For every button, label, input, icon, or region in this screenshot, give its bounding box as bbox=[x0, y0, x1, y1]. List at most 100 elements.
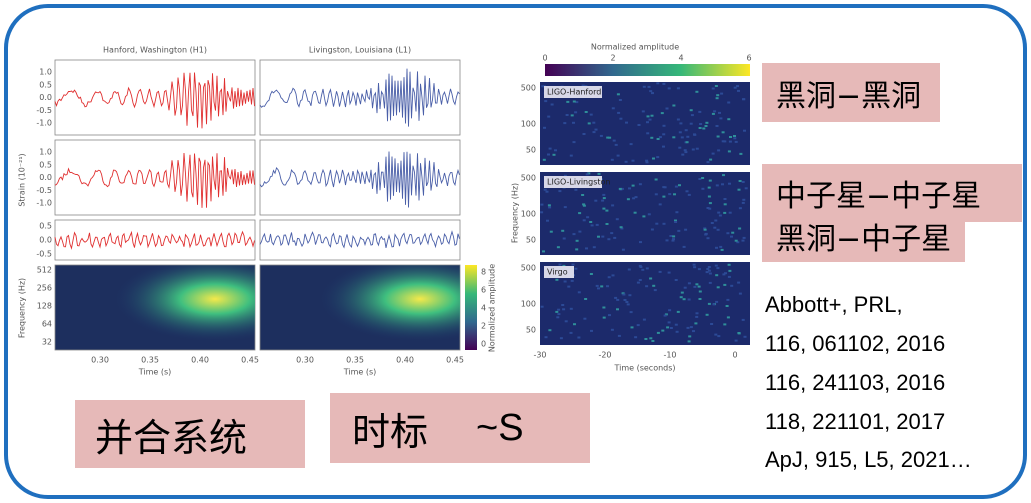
noise bbox=[624, 299, 627, 301]
noise bbox=[632, 185, 635, 187]
noise bbox=[677, 230, 680, 232]
noise bbox=[593, 246, 596, 248]
y-tick-label: 512 bbox=[37, 266, 52, 275]
noise bbox=[673, 193, 676, 195]
y-tick-label: -0.5 bbox=[36, 250, 52, 259]
noise bbox=[710, 323, 713, 325]
noise bbox=[655, 179, 658, 181]
noise bbox=[672, 136, 675, 138]
x-tick-label: -20 bbox=[598, 351, 611, 360]
noise bbox=[707, 237, 710, 239]
noise bbox=[742, 199, 745, 201]
colorbar-tick-label: 8 bbox=[481, 268, 486, 277]
noise bbox=[719, 246, 722, 248]
noise bbox=[709, 273, 712, 275]
noise bbox=[709, 282, 712, 284]
noise bbox=[717, 335, 720, 337]
noise bbox=[684, 229, 687, 231]
noise bbox=[695, 316, 698, 318]
noise bbox=[692, 149, 695, 151]
x-tick-label: 0.30 bbox=[91, 356, 109, 365]
panel-label: LIGO-Livingston bbox=[547, 178, 610, 187]
noise bbox=[712, 153, 715, 155]
noise bbox=[637, 282, 640, 284]
noise bbox=[681, 154, 684, 156]
noise bbox=[724, 203, 727, 205]
noise bbox=[646, 132, 649, 134]
noise bbox=[588, 122, 591, 124]
y-tick-label: 128 bbox=[37, 302, 52, 311]
noise bbox=[677, 87, 680, 89]
noise bbox=[679, 122, 682, 124]
noise bbox=[695, 283, 698, 285]
noise bbox=[556, 316, 559, 318]
noise bbox=[591, 224, 594, 226]
noise bbox=[688, 282, 691, 284]
noise bbox=[684, 151, 687, 153]
noise bbox=[657, 138, 660, 140]
noise bbox=[584, 298, 587, 300]
noise bbox=[690, 109, 693, 111]
colorbar-tick-label: 0 bbox=[542, 54, 547, 63]
noise bbox=[698, 286, 701, 288]
noise bbox=[662, 133, 665, 135]
noise bbox=[707, 207, 710, 209]
y-tick-label: -0.5 bbox=[36, 186, 52, 195]
label-box: 并合系统 bbox=[75, 400, 305, 468]
noise bbox=[571, 114, 574, 116]
noise bbox=[548, 204, 551, 206]
noise bbox=[742, 98, 745, 100]
noise bbox=[654, 289, 657, 291]
noise bbox=[639, 241, 642, 243]
noise bbox=[727, 316, 730, 318]
chirp bbox=[260, 265, 460, 350]
noise bbox=[735, 240, 738, 242]
noise bbox=[727, 102, 730, 104]
noise bbox=[649, 278, 652, 280]
noise bbox=[642, 215, 645, 217]
noise bbox=[742, 202, 745, 204]
axis-label: Frequency (Hz) bbox=[18, 278, 27, 338]
noise bbox=[726, 232, 729, 234]
noise bbox=[728, 270, 731, 272]
noise bbox=[543, 127, 546, 129]
noise bbox=[661, 330, 664, 332]
noise bbox=[733, 137, 736, 139]
noise bbox=[648, 213, 651, 215]
noise bbox=[617, 93, 620, 95]
noise bbox=[668, 321, 671, 323]
noise bbox=[717, 136, 720, 138]
noise bbox=[737, 332, 740, 334]
noise bbox=[647, 115, 650, 117]
noise bbox=[670, 327, 673, 329]
axis-label: Time (s) bbox=[343, 368, 377, 377]
noise bbox=[574, 111, 577, 113]
noise bbox=[597, 236, 600, 238]
noise bbox=[573, 323, 576, 325]
panel-label: Virgo bbox=[547, 268, 568, 277]
y-tick-label: -0.5 bbox=[36, 106, 52, 115]
axis-label: Normalized amplitude bbox=[488, 264, 497, 352]
noise bbox=[675, 186, 678, 188]
noise bbox=[585, 247, 588, 249]
noise bbox=[729, 212, 732, 214]
noise bbox=[721, 249, 724, 251]
noise bbox=[643, 319, 646, 321]
noise bbox=[706, 314, 709, 316]
noise bbox=[694, 322, 697, 324]
noise bbox=[728, 183, 731, 185]
noise bbox=[677, 311, 680, 313]
noise bbox=[571, 280, 574, 282]
noise bbox=[712, 88, 715, 90]
y-tick-label: 0.0 bbox=[39, 93, 52, 102]
y-tick-label: -1.0 bbox=[36, 199, 52, 208]
axis-label: Time (seconds) bbox=[613, 364, 675, 373]
noise bbox=[719, 117, 722, 119]
noise bbox=[675, 324, 678, 326]
noise bbox=[686, 136, 689, 138]
noise bbox=[716, 267, 719, 269]
noise bbox=[698, 178, 701, 180]
y-tick-label: 32 bbox=[42, 338, 52, 347]
noise bbox=[628, 187, 631, 189]
noise bbox=[738, 228, 741, 230]
